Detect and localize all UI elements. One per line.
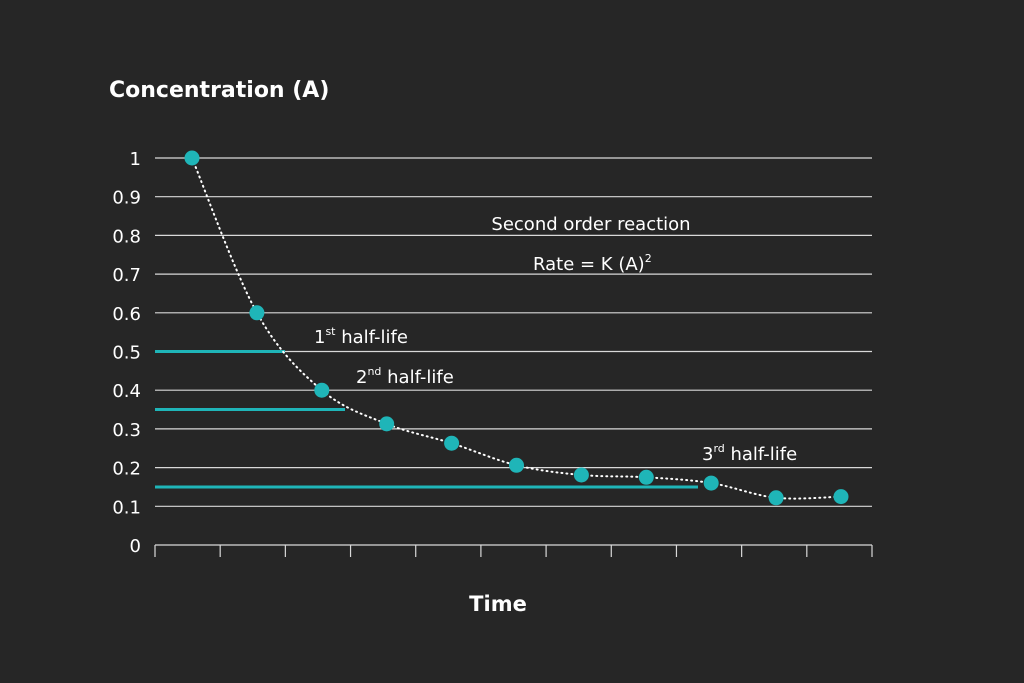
x-axis (154, 544, 873, 557)
half-life-lines: 1st half-life 2nd half-life 3rd half-life (155, 325, 797, 489)
annotations: Second order reaction Rate = K (A)2 (491, 214, 690, 275)
half-life-label: 2nd half-life (356, 365, 454, 388)
y-axis-title: Concentration (A) (109, 78, 329, 103)
x-axis-title: Time (469, 592, 527, 616)
data-point (314, 382, 330, 398)
grid (155, 157, 872, 507)
y-tick-label: 0.4 (112, 381, 141, 402)
y-tick-label: 0.1 (112, 497, 141, 518)
half-life-label: 3rd half-life (702, 442, 797, 465)
series-curve (191, 157, 842, 500)
data-point (833, 489, 849, 505)
half-life-label: 1st half-life (314, 325, 408, 348)
reaction-label: Second order reaction (491, 214, 690, 235)
data-point (184, 150, 200, 166)
y-tick-label: 0.9 (112, 188, 141, 209)
rate-label-main: Rate = K (A) (533, 254, 645, 275)
y-tick-label: 0.8 (112, 226, 141, 247)
y-tick-label: 1 (130, 149, 141, 170)
data-point (703, 475, 719, 491)
rate-label-sup: 2 (645, 252, 652, 265)
y-tick-label: 0.5 (112, 343, 141, 364)
y-tick-label: 0.3 (112, 420, 141, 441)
rate-label: Rate = K (A)2 (533, 252, 652, 275)
y-tick-label: 0.7 (112, 265, 141, 286)
data-point (638, 469, 654, 485)
data-point (509, 457, 524, 473)
y-tick-label: 0 (130, 536, 141, 557)
data-points (184, 150, 849, 506)
y-tick-labels: 0 0.1 0.2 0.3 0.4 0.5 0.6 0.7 0.8 0.9 1 (112, 149, 141, 557)
data-point (379, 416, 395, 432)
y-tick-label: 0.6 (112, 304, 141, 325)
data-point (573, 467, 589, 483)
data-point (249, 305, 265, 321)
data-point (444, 435, 460, 451)
data-point (768, 490, 784, 506)
y-tick-label: 0.2 (112, 459, 141, 480)
